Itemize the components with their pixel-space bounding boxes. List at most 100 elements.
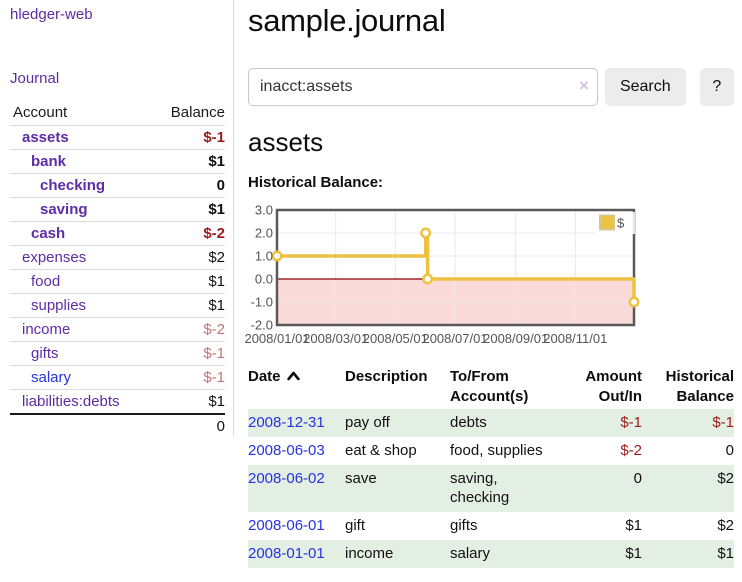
account-balance: $1 [151, 149, 225, 174]
sidebar-account-supplies[interactable]: supplies [31, 297, 87, 314]
account-row: supplies $1 [10, 293, 225, 318]
transaction-date-link[interactable]: 2008-12-31 [248, 414, 325, 431]
chart-point-marker [422, 273, 434, 285]
transaction-balance: $-1 [712, 414, 734, 431]
register-row: 2008-06-01 gift gifts $1 $2 [248, 512, 734, 540]
account-balance: $1 [151, 389, 225, 414]
register-row: 2008-06-02 save saving, checking 0 $2 [248, 465, 734, 512]
transaction-accounts: food, supplies [450, 442, 543, 459]
accounts-header-account: Account [13, 104, 68, 121]
chart-title-label: Historical Balance: [248, 174, 384, 191]
page-title: sample.journal [248, 3, 446, 38]
register-row: 2008-01-01 income salary $1 $1 [248, 540, 734, 568]
account-row: saving $1 [10, 197, 225, 222]
legend-label: $ [617, 216, 625, 231]
transaction-amount: $1 [625, 545, 642, 562]
y-axis-label: 3.0 [255, 203, 273, 218]
sidebar-account-checking[interactable]: checking [40, 177, 106, 194]
account-row: bank $1 [10, 149, 225, 174]
clear-search-icon[interactable]: × [579, 76, 589, 95]
transaction-amount: $1 [625, 517, 642, 534]
transaction-date-link[interactable]: 2008-01-01 [248, 545, 325, 562]
transaction-date-link[interactable]: 2008-06-01 [248, 517, 325, 534]
transaction-accounts: salary [450, 545, 491, 562]
register-table: Date Description To/From Account(s) Amount … [248, 365, 734, 568]
account-balance: $-2 [151, 317, 225, 342]
x-axis-label: 2008/11/01 [543, 331, 607, 346]
x-axis-label: 2008/01/01 [244, 331, 309, 346]
account-row: salary $-1 [10, 365, 225, 390]
account-row: income $-2 [10, 317, 225, 342]
sidebar-item-journal[interactable]: Journal [10, 70, 60, 87]
y-axis-label: -1.0 [251, 295, 273, 310]
register-row: 2008-12-31 pay off debts $-1 $-1 [248, 409, 734, 437]
account-balance: 0 [151, 173, 225, 198]
y-axis-label: 0.0 [255, 272, 273, 287]
sidebar-account-salary[interactable]: salary [31, 369, 72, 386]
transaction-date-link[interactable]: 2008-06-03 [248, 442, 325, 459]
transaction-accounts: saving, checking [450, 470, 510, 506]
account-balance: $1 [151, 269, 225, 294]
sidebar-account-expenses[interactable]: expenses [22, 249, 87, 266]
y-axis-label: 2.0 [255, 226, 273, 241]
sidebar-account-bank[interactable]: bank [31, 153, 67, 170]
brand-link[interactable]: hledger-web [10, 6, 93, 23]
sidebar: hledger-web Journal Account Balance asse… [0, 0, 233, 438]
transaction-description: eat & shop [345, 442, 417, 459]
y-axis-label: 1.0 [255, 249, 273, 264]
transaction-description: pay off [345, 414, 390, 431]
register-header-historical-balance: Historical Balance [665, 368, 734, 405]
transaction-balance: $1 [717, 545, 734, 562]
accounts-header-balance: Balance [170, 104, 225, 121]
sidebar-divider [233, 0, 234, 436]
x-axis-label: 2008/03/01 [303, 331, 368, 346]
chart-border [275, 208, 636, 327]
sidebar-account-liabilities-debts[interactable]: liabilities:debts [22, 393, 120, 410]
chart-point-marker [628, 296, 640, 308]
accounts-total-row: 0 [10, 413, 225, 438]
sort-asc-icon [286, 371, 300, 381]
accounts-total-value: 0 [151, 413, 225, 438]
transaction-description: gift [345, 517, 366, 534]
y-axis-label: -2.0 [251, 318, 273, 333]
account-row: gifts $-1 [10, 341, 225, 366]
account-row: food $1 [10, 269, 225, 294]
account-row: checking 0 [10, 173, 225, 198]
main-content: sample.journal × Search ? assets Histori… [244, 0, 734, 568]
transaction-date-link[interactable]: 2008-06-02 [248, 470, 325, 487]
transaction-amount: $-1 [620, 414, 642, 431]
sidebar-account-food[interactable]: food [31, 273, 61, 290]
sidebar-account-cash[interactable]: cash [31, 225, 66, 242]
sidebar-account-gifts[interactable]: gifts [31, 345, 59, 362]
transaction-balance: $2 [717, 470, 734, 487]
transaction-description: income [345, 545, 394, 562]
transaction-accounts: gifts [450, 517, 478, 534]
search-box: × [248, 68, 598, 106]
sidebar-account-saving[interactable]: saving [40, 201, 88, 218]
x-axis-label: 2008/07/01 [422, 331, 487, 346]
x-axis-label: 2008/09/01 [483, 331, 548, 346]
transaction-accounts: debts [450, 414, 487, 431]
help-button[interactable]: ? [699, 68, 734, 106]
account-balance: $1 [151, 293, 225, 318]
account-balance: $1 [151, 197, 225, 222]
legend-swatch [599, 214, 615, 231]
transaction-amount: 0 [633, 470, 642, 487]
account-balance: $-1 [151, 365, 225, 390]
historical-balance-chart: $3.0 2.0 1.0 0.0 -1.0 -2.02008/01/012008/03/0… [244, 203, 640, 346]
search-form: × Search ? [248, 68, 734, 106]
sidebar-account-income[interactable]: income [22, 321, 71, 338]
transaction-balance: 0 [725, 442, 734, 459]
sidebar-account-assets[interactable]: assets [22, 129, 69, 146]
transaction-description: save [345, 470, 377, 487]
chart-point-marker [271, 250, 283, 262]
chart-point-marker [420, 227, 432, 239]
search-input[interactable] [248, 68, 598, 106]
register-header-to-from-account-s: To/From Account(s) [450, 368, 529, 405]
account-balance: $-1 [151, 341, 225, 366]
transaction-amount: $-2 [620, 442, 642, 459]
x-axis-label: 2008/05/01 [363, 331, 428, 346]
account-balance: $-1 [151, 125, 225, 150]
register-header-date[interactable]: Date [248, 365, 345, 409]
search-button[interactable]: Search [604, 68, 686, 106]
